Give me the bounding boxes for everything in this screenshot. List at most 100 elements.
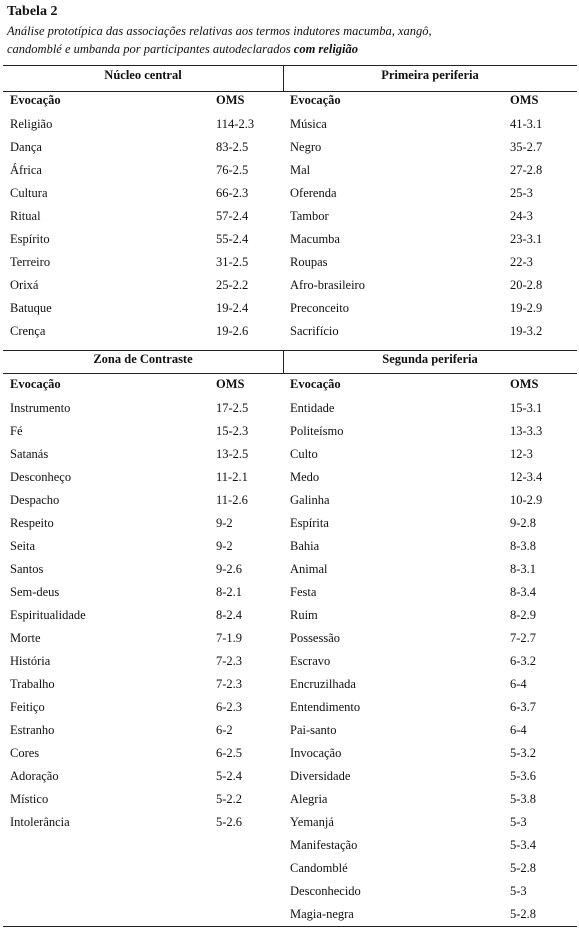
rule xyxy=(3,65,577,66)
oms-cell: 27-2.8 xyxy=(510,163,543,177)
oms-cell: 23-3.1 xyxy=(510,232,543,246)
oms-cell: 6-2 xyxy=(216,723,233,737)
oms-cell: 5-3.8 xyxy=(510,792,537,806)
evocation-cell: Sacrifício xyxy=(290,324,339,338)
evocation-cell: Cores xyxy=(10,746,40,760)
oms-cell: 12-3.4 xyxy=(510,470,543,484)
evocation-cell: Oferenda xyxy=(290,186,337,200)
evocation-cell: Entendimento xyxy=(290,700,361,714)
oms-cell: 17-2.5 xyxy=(216,401,249,415)
evocation-cell: Macumba xyxy=(290,232,340,246)
evocation-cell: Instrumento xyxy=(10,401,71,415)
caption: Análise prototípica das associações rela… xyxy=(7,23,432,39)
oms-cell: 6-4 xyxy=(510,677,527,691)
oms-cell: 19-3.2 xyxy=(510,324,543,338)
oms-cell: 41-3.1 xyxy=(510,117,543,131)
caption-emphasis: com religião xyxy=(293,42,359,56)
oms-cell: 7-2.3 xyxy=(216,654,243,668)
evocation-cell: Espiritualidade xyxy=(10,608,86,622)
oms-cell: 8-3.8 xyxy=(510,539,537,553)
quadrant-title: Segunda periferia xyxy=(382,352,478,366)
column-header: Evocação xyxy=(290,377,341,391)
evocation-cell: Mal xyxy=(290,163,311,177)
evocation-cell: Trabalho xyxy=(10,677,55,691)
oms-cell: 8-2.9 xyxy=(510,608,537,622)
oms-cell: 11-2.1 xyxy=(216,470,248,484)
evocation-cell: Bahia xyxy=(290,539,320,553)
evocation-cell: Místico xyxy=(10,792,49,806)
oms-cell: 12-3 xyxy=(510,447,533,461)
oms-cell: 9-2.6 xyxy=(216,562,243,576)
oms-cell: 66-2.3 xyxy=(216,186,249,200)
caption-line: Análise prototípica das associações rela… xyxy=(7,24,432,38)
evocation-cell: Tambor xyxy=(290,209,329,223)
caption: candomblé e umbanda por participantes au… xyxy=(7,41,358,57)
evocation-cell: Desconhecido xyxy=(290,884,361,898)
oms-cell: 22-3 xyxy=(510,255,533,269)
oms-cell: 7-1.9 xyxy=(216,631,243,645)
oms-cell: 5-2.8 xyxy=(510,907,537,921)
oms-cell: 6-2.3 xyxy=(216,700,243,714)
column-header: OMS xyxy=(216,377,245,391)
rule xyxy=(3,350,577,351)
quadrant-title: Primeira periferia xyxy=(381,68,479,82)
evocation-cell: Animal xyxy=(290,562,328,576)
oms-cell: 25-3 xyxy=(510,186,533,200)
column-header: OMS xyxy=(216,93,245,107)
rule xyxy=(3,926,577,927)
oms-cell: 5-3.4 xyxy=(510,838,537,852)
evocation-cell: Pai-santo xyxy=(290,723,337,737)
evocation-cell: Cultura xyxy=(10,186,48,200)
oms-cell: 8-2.4 xyxy=(216,608,243,622)
evocation-cell: Ritual xyxy=(10,209,41,223)
evocation-cell: Respeito xyxy=(10,516,54,530)
oms-cell: 6-3.7 xyxy=(510,700,537,714)
oms-cell: 35-2.7 xyxy=(510,140,543,154)
oms-cell: 9-2 xyxy=(216,539,233,553)
oms-cell: 31-2.5 xyxy=(216,255,249,269)
oms-cell: 5-2.4 xyxy=(216,769,243,783)
evocation-cell: Feitiço xyxy=(10,700,45,714)
evocation-cell: Morte xyxy=(10,631,41,645)
evocation-cell: Afro-brasileiro xyxy=(290,278,365,292)
evocation-cell: Possessão xyxy=(290,631,341,645)
oms-cell: 19-2.9 xyxy=(510,301,543,315)
oms-cell: 13-2.5 xyxy=(216,447,249,461)
evocation-cell: Manifestação xyxy=(290,838,358,852)
evocation-cell: Culto xyxy=(290,447,318,461)
oms-cell: 5-2.8 xyxy=(510,861,537,875)
oms-cell: 5-2.6 xyxy=(216,815,243,829)
oms-cell: 19-2.4 xyxy=(216,301,249,315)
oms-cell: 76-2.5 xyxy=(216,163,249,177)
column-header: Evocação xyxy=(10,377,61,391)
evocation-cell: Fé xyxy=(10,424,23,438)
divider xyxy=(283,351,284,373)
oms-cell: 24-3 xyxy=(510,209,533,223)
oms-cell: 5-3.6 xyxy=(510,769,537,783)
evocation-cell: Santos xyxy=(10,562,44,576)
evocation-cell: Politeísmo xyxy=(290,424,344,438)
divider xyxy=(283,66,284,91)
oms-cell: 11-2.6 xyxy=(216,493,248,507)
evocation-cell: Terreiro xyxy=(10,255,51,269)
oms-cell: 25-2.2 xyxy=(216,278,249,292)
evocation-cell: Ruim xyxy=(290,608,318,622)
oms-cell: 7-2.7 xyxy=(510,631,537,645)
column-header: Evocação xyxy=(10,93,61,107)
oms-cell: 9-2 xyxy=(216,516,233,530)
evocation-cell: Negro xyxy=(290,140,322,154)
evocation-cell: Espírito xyxy=(10,232,50,246)
evocation-cell: Invocação xyxy=(290,746,342,760)
rule xyxy=(3,91,577,92)
column-header: Evocação xyxy=(290,93,341,107)
evocation-cell: Yemanjá xyxy=(290,815,334,829)
oms-cell: 15-3.1 xyxy=(510,401,543,415)
oms-cell: 5-3.2 xyxy=(510,746,537,760)
evocation-cell: Seita xyxy=(10,539,35,553)
evocation-cell: Orixá xyxy=(10,278,39,292)
column-header: OMS xyxy=(510,377,539,391)
quadrant-title: Núcleo central xyxy=(104,68,182,82)
evocation-cell: Roupas xyxy=(290,255,328,269)
evocation-cell: História xyxy=(10,654,51,668)
